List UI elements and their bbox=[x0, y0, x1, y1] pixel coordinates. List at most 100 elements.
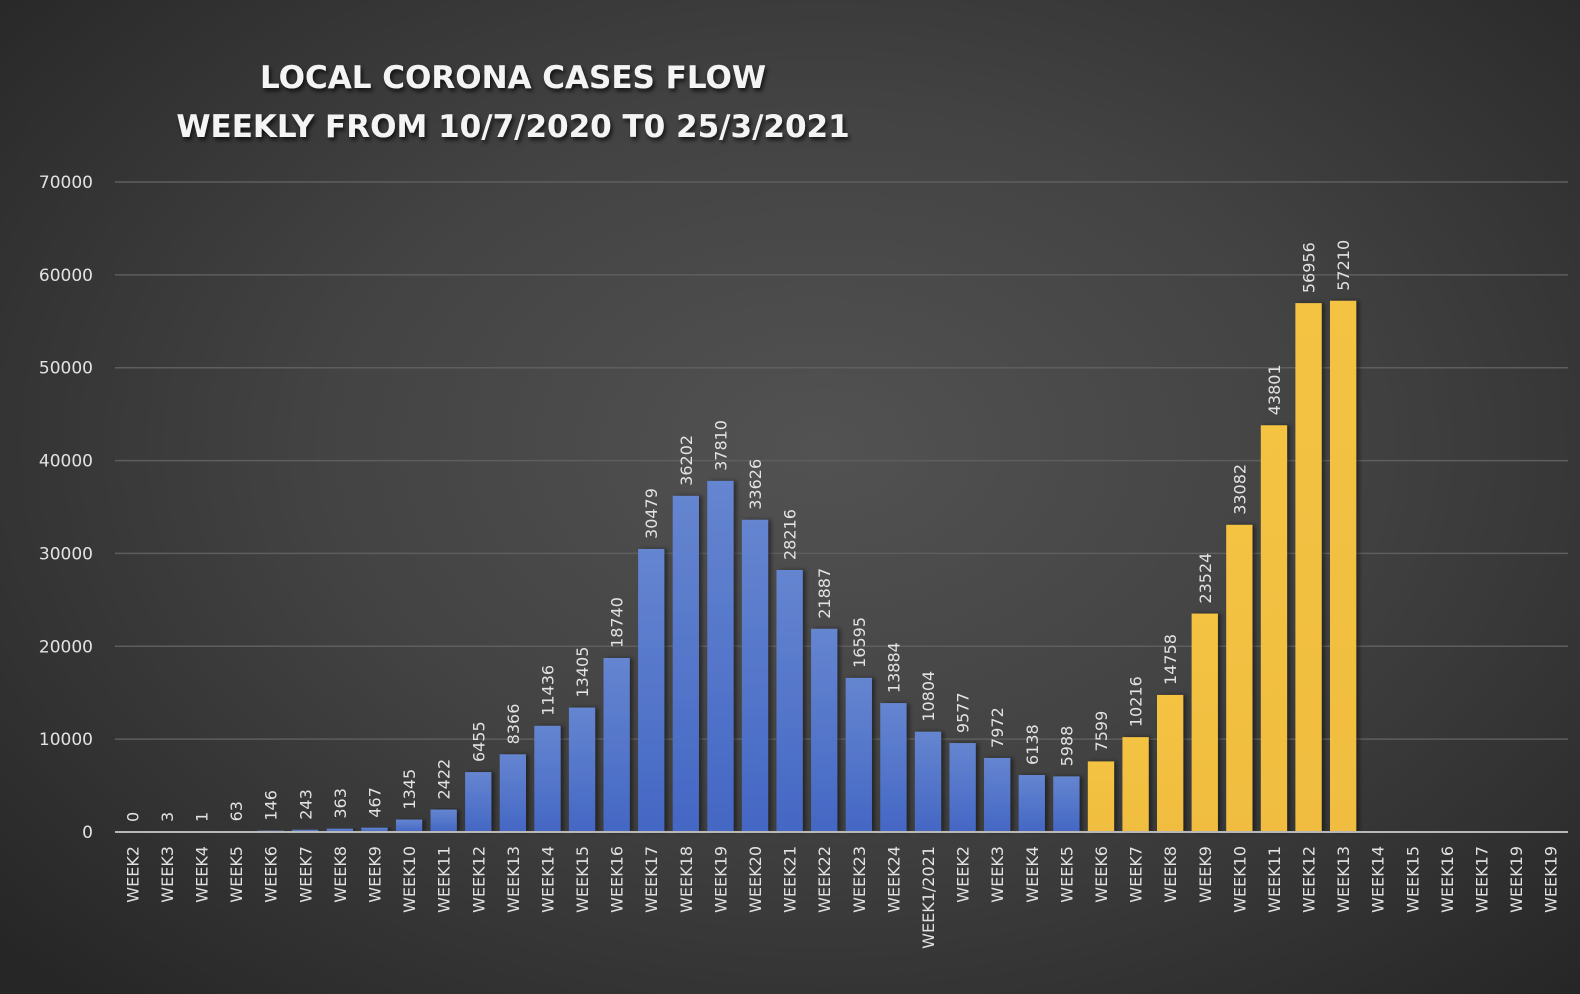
bar bbox=[568, 707, 596, 832]
bar bbox=[534, 725, 561, 832]
x-tick-label: WEEK14 bbox=[538, 846, 557, 913]
x-tick-label: WEEK17 bbox=[642, 846, 661, 913]
data-label: 13884 bbox=[884, 642, 903, 693]
data-label: 33626 bbox=[746, 459, 765, 510]
data-label: 10804 bbox=[919, 671, 938, 722]
data-label: 13405 bbox=[573, 647, 592, 698]
y-tick-label: 20000 bbox=[39, 637, 93, 657]
data-label: 363 bbox=[331, 788, 350, 819]
y-tick-label: 70000 bbox=[39, 173, 93, 193]
x-tick-label: WEEK9 bbox=[1196, 846, 1215, 903]
x-tick-label: WEEK13 bbox=[504, 846, 523, 913]
x-axis-ticks: WEEK2 WEEK3 WEEK4 WEEK5 WEEK6 WEEK7 WEEK8 WEEK9… bbox=[123, 846, 1560, 949]
x-tick-label: WEEK17 bbox=[1473, 846, 1492, 913]
bar bbox=[395, 819, 423, 832]
bar bbox=[914, 731, 942, 832]
bar bbox=[1191, 613, 1218, 832]
x-tick-label: WEEK2 bbox=[954, 846, 973, 903]
data-label: 3 bbox=[158, 812, 177, 822]
data-label: 14758 bbox=[1161, 634, 1180, 685]
y-tick-label: 50000 bbox=[39, 359, 93, 379]
bar bbox=[1226, 524, 1253, 832]
data-label: 467 bbox=[365, 787, 384, 818]
x-tick-label: WEEK11 bbox=[1265, 846, 1284, 913]
data-label: 16595 bbox=[850, 617, 869, 668]
x-tick-label: WEEK18 bbox=[677, 846, 696, 913]
bar bbox=[811, 628, 838, 832]
data-label: 9577 bbox=[954, 692, 973, 733]
x-tick-label: WEEK9 bbox=[365, 846, 384, 903]
x-tick-label: WEEK11 bbox=[435, 846, 454, 913]
data-label: 6138 bbox=[1023, 724, 1042, 765]
x-tick-label: WEEK19 bbox=[711, 846, 730, 913]
x-tick-label: WEEK8 bbox=[1161, 846, 1180, 903]
y-tick-label: 40000 bbox=[39, 452, 93, 472]
data-label: 11436 bbox=[538, 665, 557, 716]
data-label: 6455 bbox=[469, 721, 488, 762]
x-tick-label: WEEK5 bbox=[1057, 846, 1076, 903]
chart-subtitle: WEEKLY FROM 10/7/2020 T0 25/3/2021 bbox=[176, 109, 849, 145]
data-label: 1 bbox=[192, 812, 211, 822]
y-tick-label: 0 bbox=[82, 823, 93, 843]
bar bbox=[949, 743, 976, 832]
data-label: 243 bbox=[296, 789, 315, 820]
bar bbox=[984, 757, 1011, 832]
data-label: 36202 bbox=[677, 435, 696, 486]
data-label: 56956 bbox=[1300, 242, 1319, 293]
x-tick-label: WEEK3 bbox=[988, 846, 1007, 903]
bar bbox=[1122, 737, 1149, 832]
bar bbox=[292, 829, 319, 832]
x-tick-label: WEEK2 bbox=[123, 846, 142, 903]
bar bbox=[1053, 776, 1080, 832]
data-label: 33082 bbox=[1230, 464, 1249, 515]
data-label: 63 bbox=[227, 801, 246, 821]
data-label: 43801 bbox=[1265, 364, 1284, 415]
x-tick-label: WEEK6 bbox=[262, 846, 281, 903]
bar bbox=[776, 569, 803, 832]
x-tick-label: WEEK16 bbox=[608, 846, 627, 913]
bar bbox=[1329, 300, 1357, 832]
x-tick-label: WEEK1/2021 bbox=[919, 846, 938, 949]
bar bbox=[741, 519, 769, 832]
y-tick-label: 30000 bbox=[39, 544, 93, 564]
data-label: 30479 bbox=[642, 488, 661, 539]
y-tick-label: 10000 bbox=[39, 730, 93, 750]
x-tick-label: WEEK21 bbox=[781, 846, 800, 913]
x-tick-label: WEEK12 bbox=[1300, 846, 1319, 913]
data-label: 1345 bbox=[400, 769, 419, 810]
data-label: 0 bbox=[123, 812, 142, 822]
data-label: 10216 bbox=[1127, 676, 1146, 727]
x-tick-label: WEEK3 bbox=[158, 846, 177, 903]
data-label: 146 bbox=[262, 790, 281, 821]
x-tick-label: WEEK4 bbox=[192, 846, 211, 903]
bar bbox=[880, 703, 907, 832]
data-label: 8366 bbox=[504, 704, 523, 745]
bar bbox=[1018, 775, 1045, 832]
bar bbox=[1260, 425, 1288, 832]
x-tick-label: WEEK19 bbox=[1542, 846, 1561, 913]
data-label: 18740 bbox=[608, 597, 627, 648]
x-tick-label: WEEK19 bbox=[1507, 846, 1526, 913]
bar bbox=[430, 809, 457, 832]
bar bbox=[845, 677, 872, 832]
data-label: 21887 bbox=[815, 568, 834, 619]
x-tick-label: WEEK6 bbox=[1092, 846, 1111, 903]
bar bbox=[638, 548, 665, 832]
x-tick-label: WEEK20 bbox=[746, 846, 765, 913]
x-tick-label: WEEK10 bbox=[400, 846, 419, 913]
x-tick-label: WEEK12 bbox=[469, 846, 488, 913]
x-tick-label: WEEK4 bbox=[1023, 846, 1042, 903]
x-tick-label: WEEK7 bbox=[296, 846, 315, 903]
bar bbox=[672, 495, 699, 832]
bar bbox=[1157, 694, 1184, 832]
bar bbox=[603, 657, 630, 832]
data-label: 7972 bbox=[988, 707, 1007, 748]
bar bbox=[361, 827, 388, 832]
bars bbox=[119, 300, 1357, 832]
y-tick-label: 60000 bbox=[39, 266, 93, 286]
data-label: 37810 bbox=[711, 420, 730, 471]
data-label: 7599 bbox=[1092, 711, 1111, 752]
bar bbox=[1087, 761, 1115, 832]
x-tick-label: WEEK23 bbox=[850, 846, 869, 913]
